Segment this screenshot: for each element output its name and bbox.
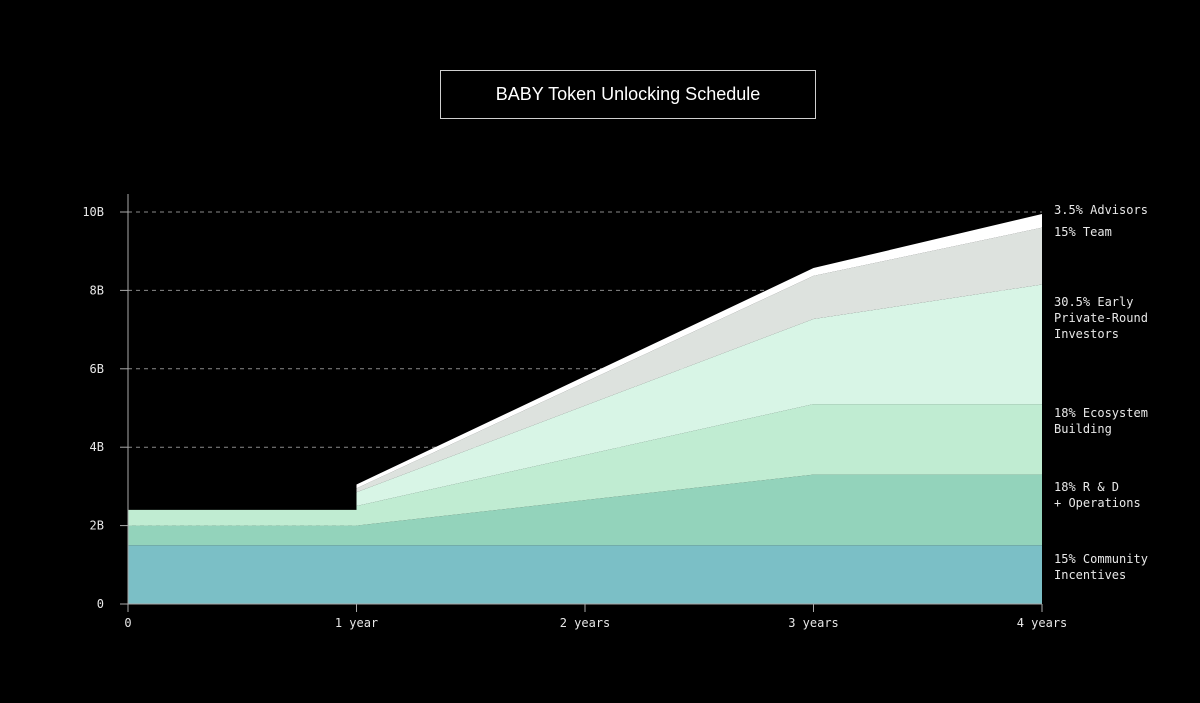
legend-label: 30.5% Early	[1054, 295, 1133, 309]
chart-title: BABY Token Unlocking Schedule	[440, 70, 816, 119]
y-tick-label: 2B	[90, 519, 104, 533]
area-3	[128, 284, 1042, 510]
area-0	[128, 545, 1042, 604]
legend-label: 18% R & D	[1054, 480, 1119, 494]
legend-label: 3.5% Advisors	[1054, 203, 1148, 217]
area-2	[128, 404, 1042, 526]
area-5	[128, 213, 1042, 510]
legend-label: Investors	[1054, 327, 1119, 341]
legend-label: 18% Ecosystem	[1054, 406, 1148, 420]
y-tick-label: 10B	[82, 205, 104, 219]
legend-label: Private-Round	[1054, 311, 1148, 325]
y-tick-label: 4B	[90, 440, 104, 454]
y-tick-label: 0	[97, 597, 104, 611]
legend-label: Building	[1054, 422, 1112, 436]
x-tick-label: 3 years	[788, 616, 839, 630]
x-tick-label: 0	[124, 616, 131, 630]
y-tick-label: 6B	[90, 362, 104, 376]
legend-label: Incentives	[1054, 568, 1126, 582]
legend-label: 15% Team	[1054, 225, 1112, 239]
x-tick-label: 2 years	[560, 616, 611, 630]
area-4	[128, 227, 1042, 510]
legend-label: 15% Community	[1054, 552, 1148, 566]
x-tick-label: 1 year	[335, 616, 378, 630]
legend-label: + Operations	[1054, 496, 1141, 510]
y-tick-label: 8B	[90, 283, 104, 297]
area-1	[128, 474, 1042, 546]
x-tick-label: 4 years	[1017, 616, 1068, 630]
